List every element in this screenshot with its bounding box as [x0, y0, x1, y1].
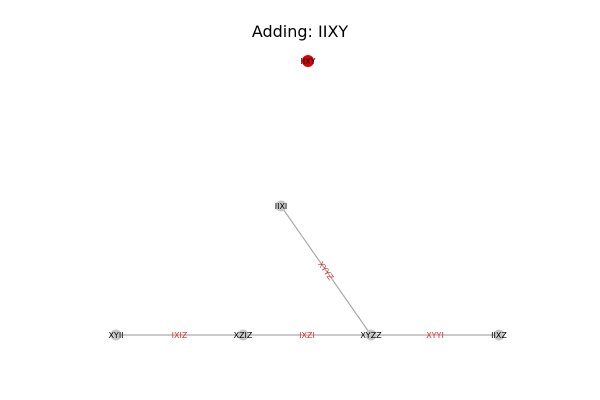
- node-iixy: [302, 55, 314, 67]
- diagram-title: Adding: IIXY: [251, 22, 349, 41]
- node-label-iixy: IIXY: [300, 57, 315, 66]
- node-label-xyii: XYII: [108, 331, 123, 340]
- node-iixz: [493, 329, 505, 341]
- node-label-iixi: IIXI: [275, 202, 288, 211]
- node-xyzz: [365, 329, 377, 341]
- node-xziz: [237, 329, 249, 341]
- node-iixi: [275, 200, 287, 212]
- edge-label-xyyi: XYYI: [426, 331, 444, 340]
- edge-iixi-xyzz: [280, 205, 372, 336]
- node-label-xyzz: XYZZ: [360, 331, 382, 340]
- node-xyii: [110, 329, 122, 341]
- edge-label-ixiz: IXIZ: [172, 331, 188, 340]
- edge-label-ixzi: IXZI: [299, 331, 315, 340]
- node-label-iixz: IIXZ: [491, 331, 507, 340]
- node-label-xziz: XZIZ: [234, 331, 253, 340]
